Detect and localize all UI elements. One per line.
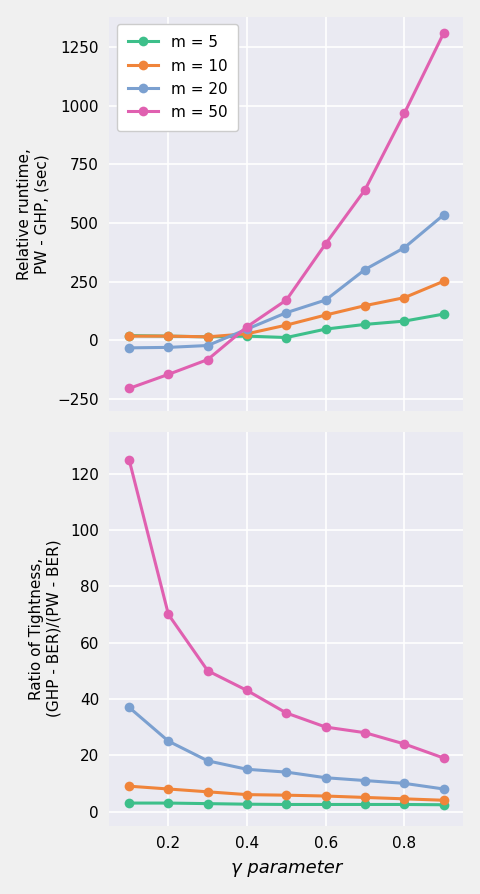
m = 10 — [205, 787, 211, 797]
m = 20 — [441, 209, 446, 220]
m = 50 — [244, 685, 250, 696]
m = 5 — [166, 331, 171, 342]
X-axis label: γ parameter: γ parameter — [231, 859, 342, 877]
m = 5 — [362, 799, 368, 810]
m = 10 — [401, 794, 407, 805]
m = 10 — [323, 309, 329, 320]
m = 5 — [323, 324, 329, 334]
m = 10 — [362, 300, 368, 311]
Line: m = 20: m = 20 — [124, 703, 448, 794]
m = 50 — [166, 609, 171, 620]
m = 5 — [205, 332, 211, 342]
m = 10 — [166, 784, 171, 795]
m = 10 — [205, 332, 211, 342]
m = 5 — [284, 333, 289, 343]
m = 20 — [323, 772, 329, 783]
m = 5 — [126, 330, 132, 341]
m = 5 — [441, 308, 446, 319]
Line: m = 10: m = 10 — [124, 781, 448, 805]
m = 50 — [323, 721, 329, 732]
m = 10 — [166, 331, 171, 342]
m = 20 — [401, 778, 407, 789]
m = 5 — [126, 797, 132, 808]
m = 20 — [166, 342, 171, 353]
Line: m = 5: m = 5 — [124, 309, 448, 342]
m = 10 — [284, 320, 289, 331]
m = 5 — [441, 799, 446, 810]
m = 5 — [401, 316, 407, 326]
Y-axis label: Ratio of Tightness,
(GHP - BER)/(PW - BER): Ratio of Tightness, (GHP - BER)/(PW - BE… — [29, 540, 62, 717]
Line: m = 20: m = 20 — [124, 210, 448, 353]
m = 5 — [244, 331, 250, 342]
m = 10 — [323, 790, 329, 801]
m = 50 — [205, 665, 211, 676]
m = 50 — [284, 708, 289, 719]
m = 20 — [362, 264, 368, 274]
m = 50 — [362, 184, 368, 195]
m = 5 — [166, 797, 171, 808]
m = 20 — [401, 242, 407, 253]
Legend: m = 5, m = 10, m = 20, m = 50: m = 5, m = 10, m = 20, m = 50 — [117, 24, 238, 131]
m = 20 — [362, 775, 368, 786]
m = 20 — [323, 295, 329, 306]
m = 5 — [244, 799, 250, 810]
m = 50 — [441, 753, 446, 763]
Y-axis label: Relative runtime,
PW - GHP, (sec): Relative runtime, PW - GHP, (sec) — [17, 148, 49, 280]
m = 5 — [362, 319, 368, 330]
Line: m = 5: m = 5 — [124, 798, 448, 810]
m = 20 — [126, 702, 132, 713]
m = 10 — [244, 328, 250, 339]
m = 20 — [244, 764, 250, 775]
m = 50 — [284, 295, 289, 306]
m = 50 — [205, 354, 211, 365]
m = 10 — [401, 292, 407, 303]
m = 50 — [244, 321, 250, 332]
m = 20 — [441, 784, 446, 795]
Line: m = 10: m = 10 — [124, 276, 448, 342]
m = 10 — [126, 331, 132, 342]
m = 10 — [126, 780, 132, 791]
m = 5 — [205, 798, 211, 809]
m = 20 — [284, 308, 289, 318]
m = 20 — [205, 340, 211, 350]
m = 20 — [284, 767, 289, 778]
m = 20 — [166, 736, 171, 746]
m = 50 — [323, 239, 329, 249]
m = 5 — [323, 799, 329, 810]
m = 10 — [441, 276, 446, 287]
m = 5 — [401, 799, 407, 810]
m = 50 — [362, 728, 368, 738]
m = 20 — [126, 342, 132, 353]
m = 50 — [401, 108, 407, 119]
m = 20 — [244, 324, 250, 334]
Line: m = 50: m = 50 — [124, 29, 448, 393]
m = 20 — [205, 755, 211, 766]
m = 50 — [441, 28, 446, 38]
m = 50 — [126, 383, 132, 393]
m = 10 — [284, 789, 289, 800]
m = 5 — [284, 799, 289, 810]
Line: m = 50: m = 50 — [124, 455, 448, 763]
m = 10 — [441, 795, 446, 805]
m = 10 — [362, 792, 368, 803]
m = 10 — [244, 789, 250, 800]
m = 50 — [166, 369, 171, 380]
m = 50 — [126, 454, 132, 465]
m = 50 — [401, 738, 407, 749]
